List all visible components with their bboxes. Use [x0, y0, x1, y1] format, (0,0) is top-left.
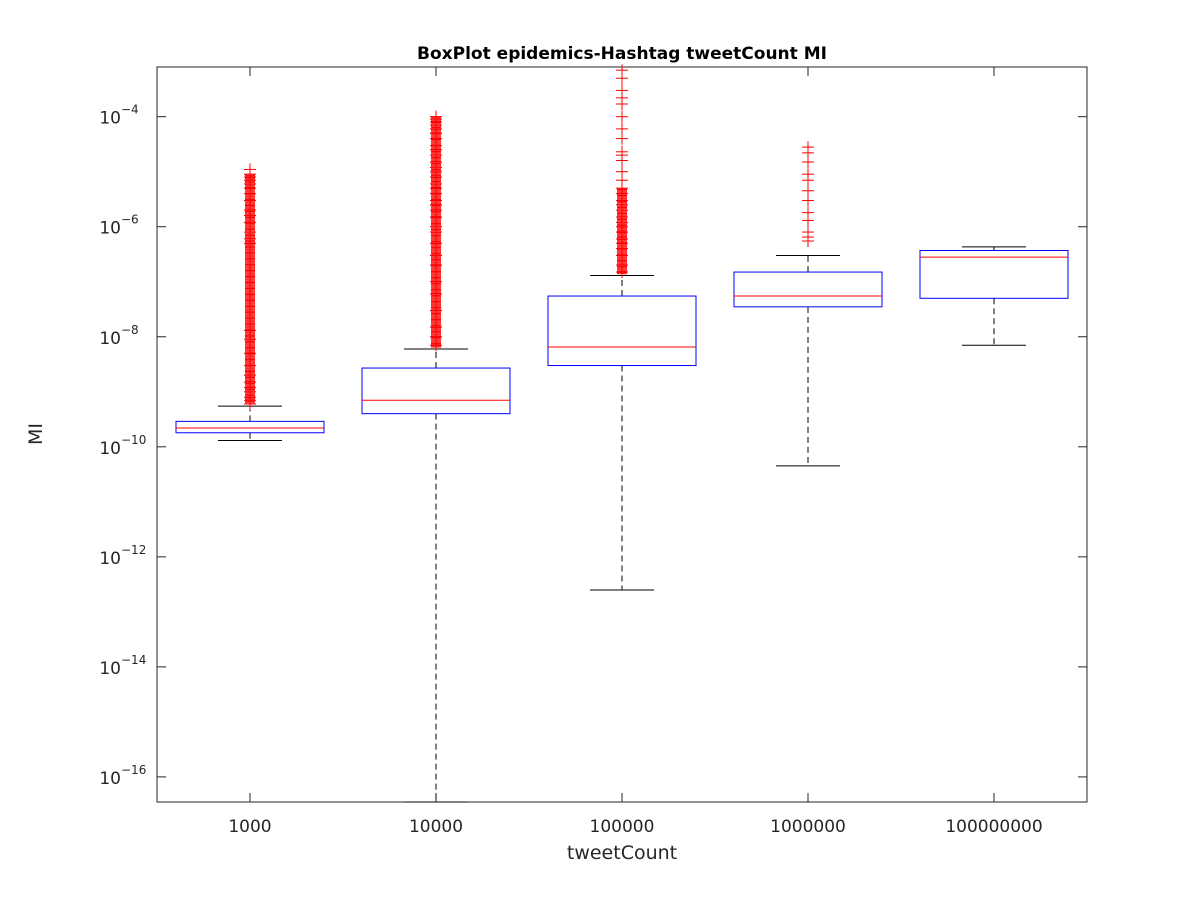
y-tick-exponent: −12: [121, 543, 146, 557]
y-tick-label: 10: [99, 549, 121, 569]
y-axis-label: MI: [25, 423, 47, 445]
y-tick-exponent: −10: [121, 433, 146, 447]
y-tick-exponent: −4: [121, 103, 139, 117]
x-tick-label: 10000: [409, 817, 463, 837]
y-tick-label: 10: [99, 109, 121, 129]
x-tick-label: 1000000: [770, 817, 846, 837]
y-tick-label: 10: [99, 769, 121, 789]
y-tick-exponent: −14: [121, 653, 146, 667]
x-tick-label: 1000: [228, 817, 271, 837]
box-iqr: [919, 249, 1069, 299]
x-axis-label: tweetCount: [567, 842, 677, 864]
box-iqr: [733, 271, 883, 308]
y-tick-exponent: −6: [121, 213, 139, 227]
y-tick-label: 10: [99, 329, 121, 349]
y-tick-label: 10: [99, 439, 121, 459]
y-tick-exponent: −8: [121, 323, 139, 337]
y-tick-label: 10: [99, 219, 121, 239]
y-tick-label: 10: [99, 659, 121, 679]
box-iqr: [361, 367, 511, 415]
y-tick-exponent: −16: [121, 763, 146, 777]
box-iqr: [175, 420, 325, 434]
box-iqr: [547, 295, 697, 367]
x-tick-label: 100000: [590, 817, 655, 837]
x-tick-label: 100000000: [945, 817, 1042, 837]
chart-title: BoxPlot epidemics-Hashtag tweetCount MI: [417, 44, 827, 64]
